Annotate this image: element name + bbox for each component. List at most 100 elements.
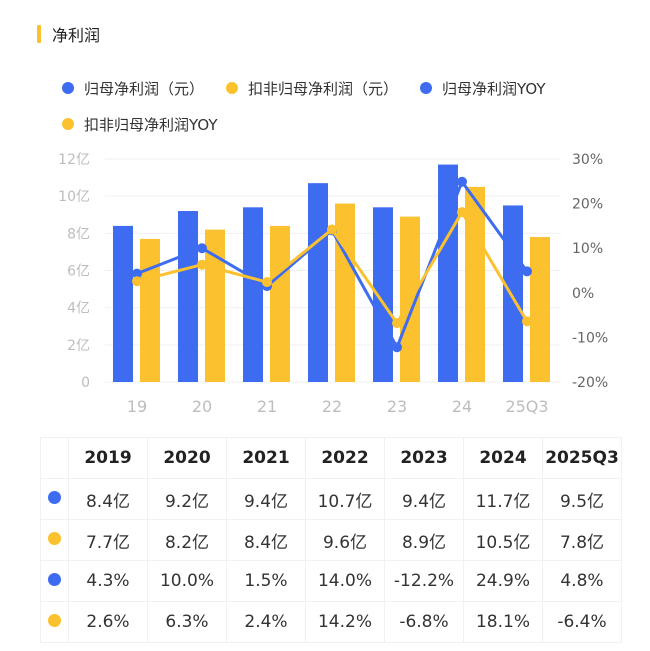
data-table: 2019 2020 2021 2022 2023 2024 2025Q3 8.4亿 9.2亿 9.… — [40, 437, 622, 643]
legend-label: 归母净利润（元） — [84, 79, 205, 98]
point-parent-yoy — [197, 243, 207, 254]
legend-dot-icon — [226, 82, 239, 94]
row-marker — [40, 478, 69, 520]
chart: 0 2亿 4亿 6亿 8亿 10亿 12亿 -20% -10% 0% 10% 20% 30% 19 20 21… — [58, 152, 608, 416]
point-parent-yoy — [132, 268, 142, 279]
section-title: 净利润 — [37, 22, 100, 46]
table-cell: 24.9% — [463, 560, 543, 602]
point-deducted-yoy — [392, 318, 402, 329]
table-cell: 14.0% — [305, 560, 385, 602]
point-parent-yoy — [457, 176, 467, 187]
x-axis-tick: 21 — [257, 397, 277, 416]
legend-label: 扣非归母净利润（元） — [248, 79, 399, 98]
right-axis-tick: 30% — [572, 152, 603, 168]
table-cell: 9.5亿 — [542, 478, 622, 520]
legend-dot-icon — [62, 82, 74, 94]
point-parent-yoy — [522, 266, 532, 277]
right-axis-tick: 20% — [572, 197, 603, 213]
bar-deducted-net-profit — [335, 203, 355, 382]
table-cell: 18.1% — [463, 601, 543, 643]
column-header: 2025Q3 — [542, 437, 622, 479]
table-cell: 2.4% — [226, 601, 306, 643]
left-axis-tick: 12亿 — [58, 152, 90, 168]
legend-item[interactable]: 归母净利润YOY — [420, 70, 546, 106]
right-axis-tick: 0% — [572, 286, 594, 302]
legend-item[interactable]: 扣非归母净利润YOY — [62, 106, 218, 142]
bar-parent-net-profit — [503, 205, 523, 382]
table-cell: -6.4% — [542, 601, 622, 643]
point-deducted-yoy — [327, 224, 337, 235]
table-cell: 1.5% — [226, 560, 306, 602]
x-axis-tick: 19 — [127, 397, 147, 416]
left-axis-tick: 2亿 — [67, 338, 90, 354]
bar-parent-net-profit — [308, 183, 328, 382]
table-row: 8.4亿 9.2亿 9.4亿 10.7亿 9.4亿 11.7亿 9.5亿 — [40, 478, 622, 520]
table-cell: 8.4亿 — [68, 478, 148, 520]
table-cell: 10.5亿 — [463, 519, 543, 561]
table-cell: 9.4亿 — [384, 478, 464, 520]
legend-item[interactable]: 扣非归母净利润（元） — [226, 70, 398, 106]
table-cell: 6.3% — [147, 601, 227, 643]
column-header: 2020 — [147, 437, 227, 479]
table-cell: 11.7亿 — [463, 478, 543, 520]
table-cell: -6.8% — [384, 601, 464, 643]
table-cell: 9.2亿 — [147, 478, 227, 520]
point-deducted-yoy — [262, 277, 272, 288]
series-dot-icon — [48, 573, 61, 586]
legend-label: 归母净利润YOY — [442, 79, 546, 98]
x-axis-tick: 20 — [192, 397, 212, 416]
row-marker — [40, 560, 69, 602]
point-deducted-yoy — [197, 259, 207, 270]
left-axis-tick: 6亿 — [67, 264, 90, 280]
table-cell: 7.7亿 — [68, 519, 148, 561]
table-cell: 4.3% — [68, 560, 148, 602]
table-cell: 4.8% — [542, 560, 622, 602]
left-axis-tick: 8亿 — [67, 226, 90, 242]
row-marker — [40, 601, 69, 643]
column-header: 2019 — [68, 437, 148, 479]
table-cell: 9.4亿 — [226, 478, 306, 520]
legend-item[interactable]: 归母净利润（元） — [62, 70, 204, 106]
legend: 归母净利润（元） 扣非归母净利润（元） 归母净利润YOY 扣非归母净利润YOY — [62, 70, 622, 142]
column-header: 2023 — [384, 437, 464, 479]
title-accent-bar — [37, 25, 41, 43]
right-axis-tick: 10% — [572, 241, 603, 257]
x-axis-tick: 24 — [452, 397, 472, 416]
table-cell: 7.8亿 — [542, 519, 622, 561]
table-cell: 2.6% — [68, 601, 148, 643]
title-text: 净利润 — [52, 26, 101, 45]
table-cell: 8.4亿 — [226, 519, 306, 561]
table-cell: 10.7亿 — [305, 478, 385, 520]
left-axis-tick: 4亿 — [67, 301, 90, 317]
series-dot-icon — [48, 614, 61, 627]
header-blank — [40, 437, 69, 479]
table-cell: 8.2亿 — [147, 519, 227, 561]
table-row: 4.3% 10.0% 1.5% 14.0% -12.2% 24.9% 4.8% — [40, 560, 622, 602]
point-deducted-yoy — [522, 316, 532, 327]
column-header: 2021 — [226, 437, 306, 479]
bar-deducted-net-profit — [270, 225, 290, 382]
table-header-row: 2019 2020 2021 2022 2023 2024 2025Q3 — [40, 437, 622, 479]
series-dot-icon — [48, 491, 61, 504]
bar-parent-net-profit — [438, 164, 458, 382]
legend-label: 扣非归母净利润YOY — [84, 115, 218, 134]
row-marker — [40, 519, 69, 561]
right-axis-tick: -10% — [572, 330, 608, 346]
table-row: 7.7亿 8.2亿 8.4亿 9.6亿 8.9亿 10.5亿 7.8亿 — [40, 519, 622, 561]
right-axis-tick: -20% — [572, 375, 608, 391]
table-cell: 14.2% — [305, 601, 385, 643]
x-axis-tick: 25Q3 — [505, 397, 548, 416]
point-parent-yoy — [392, 342, 402, 353]
legend-dot-icon — [62, 118, 74, 130]
bar-parent-net-profit — [243, 207, 263, 382]
bar-parent-net-profit — [178, 211, 198, 382]
legend-dot-icon — [420, 82, 433, 94]
table-cell: -12.2% — [384, 560, 464, 602]
bar-deducted-net-profit — [140, 238, 160, 382]
bar-parent-net-profit — [113, 225, 133, 382]
left-axis-tick: 0 — [81, 375, 90, 391]
bar-deducted-net-profit — [465, 186, 485, 382]
bar-deducted-net-profit — [530, 237, 550, 382]
table-cell: 9.6亿 — [305, 519, 385, 561]
series-dot-icon — [48, 532, 61, 545]
